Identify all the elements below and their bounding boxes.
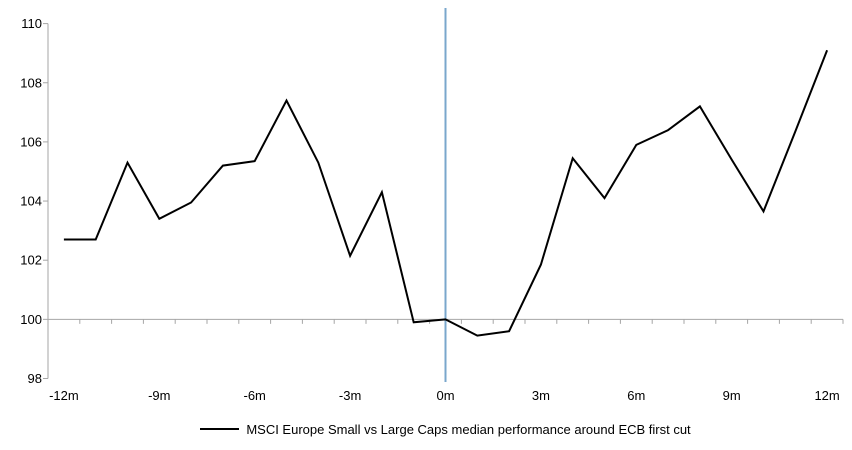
x-axis-tick-label: 3m xyxy=(532,388,550,403)
y-axis-tick-label: 102 xyxy=(20,253,42,268)
y-axis-tick-label: 98 xyxy=(28,371,42,386)
chart-legend: MSCI Europe Small vs Large Caps median p… xyxy=(48,419,843,439)
y-axis-tick-label: 108 xyxy=(20,75,42,90)
y-axis-tick-label: 104 xyxy=(20,194,42,209)
x-axis-tick-label: 12m xyxy=(814,388,839,403)
y-axis-tick-label: 100 xyxy=(20,312,42,327)
x-axis-tick-label: -12m xyxy=(49,388,79,403)
legend-label: MSCI Europe Small vs Large Caps median p… xyxy=(246,421,691,437)
x-axis-tick-label: -9m xyxy=(148,388,170,403)
x-axis-tick-label: 9m xyxy=(723,388,741,403)
x-axis-tick-label: -3m xyxy=(339,388,361,403)
x-axis-tick-label: 0m xyxy=(436,388,454,403)
legend-line-sample xyxy=(200,428,240,430)
series-line xyxy=(63,49,829,337)
x-axis-tick-label: -6m xyxy=(244,388,266,403)
x-axis-tick-label: 6m xyxy=(627,388,645,403)
y-axis-tick-label: 106 xyxy=(20,134,42,149)
y-axis-tick-label: 110 xyxy=(21,16,42,31)
